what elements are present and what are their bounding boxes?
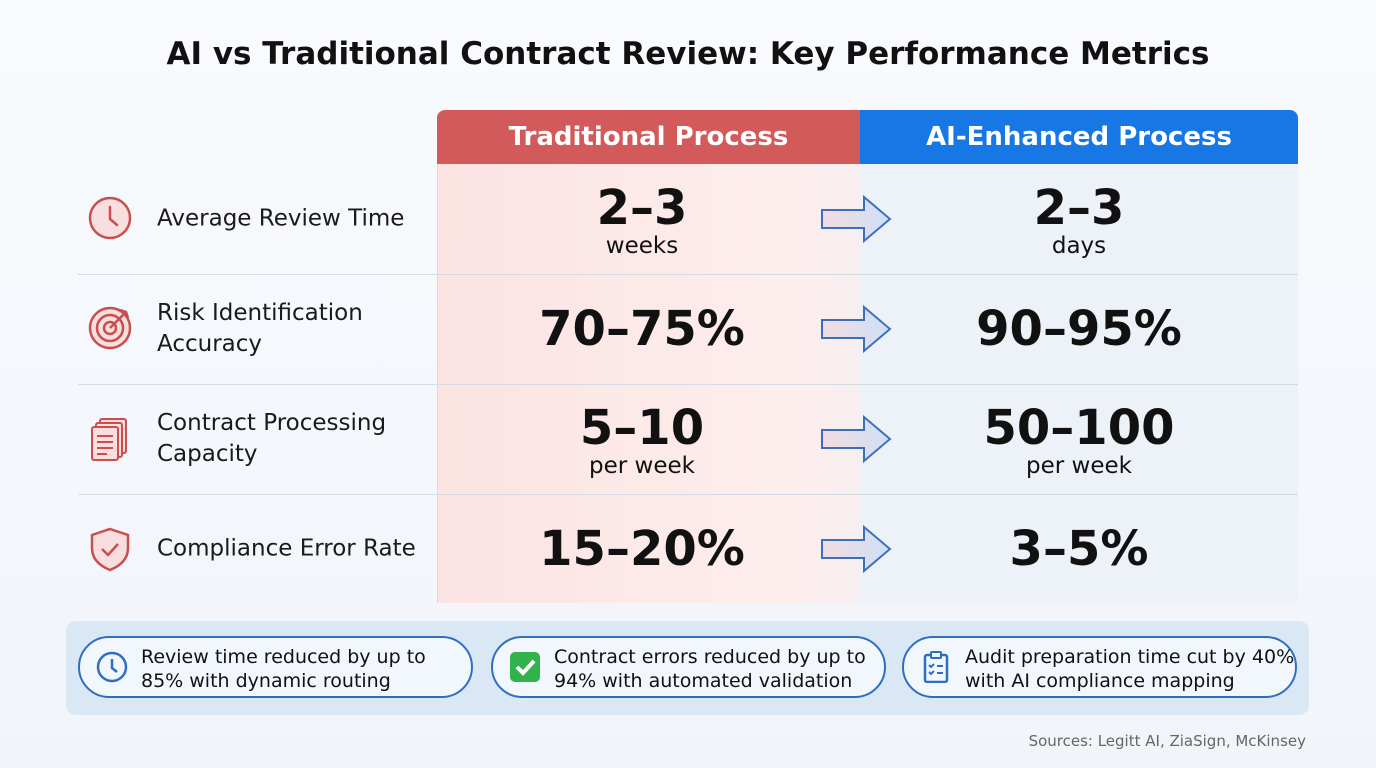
metric-unit: weeks xyxy=(605,233,679,259)
row-icon xyxy=(88,416,134,462)
metric-unit: days xyxy=(1051,233,1107,259)
metric-unit: per week xyxy=(589,453,695,479)
metric-value: 2–3 xyxy=(1033,180,1125,236)
highlight-pill xyxy=(491,636,886,698)
divider xyxy=(437,164,438,603)
metric-value: 2–3 xyxy=(596,180,688,236)
metric-value: 90–95% xyxy=(976,301,1182,357)
highlight-pill xyxy=(902,636,1297,698)
arrow xyxy=(820,414,892,468)
row-separator xyxy=(78,494,1298,495)
row-icon xyxy=(88,526,134,572)
ai-column xyxy=(860,164,1298,603)
row-separator xyxy=(78,274,1298,275)
highlight-icon xyxy=(509,651,541,683)
title: AI vs Traditional Contract Review: Key P… xyxy=(166,36,1210,72)
metric-value: 70–75% xyxy=(539,301,745,357)
icon xyxy=(88,306,132,350)
row-icon xyxy=(88,306,134,352)
highlight-icon xyxy=(96,651,128,683)
icon xyxy=(91,418,127,461)
highlight-icon xyxy=(920,651,952,684)
metric-value: 50–100 xyxy=(983,400,1175,456)
sources: Sources: Legitt AI, ZiaSign, McKinsey xyxy=(1028,732,1306,750)
metric-label: Risk Identification Accuracy xyxy=(157,300,363,357)
metric-value: 5–10 xyxy=(579,400,705,456)
icon xyxy=(88,196,132,240)
row-separator xyxy=(78,384,1298,385)
metric-unit: per week xyxy=(1026,453,1132,479)
highlight-text: Audit preparation time cut by 40% with A… xyxy=(965,646,1295,692)
metric-label: Compliance Error Rate xyxy=(157,535,416,561)
arrow xyxy=(820,304,892,358)
row-icon xyxy=(88,196,134,242)
metric-value: 15–20% xyxy=(539,520,745,577)
arrow xyxy=(820,194,892,248)
metric-label: Average Review Time xyxy=(157,205,405,232)
highlight-text: Contract errors reduced by up to 94% wit… xyxy=(554,646,866,692)
metric-label: Contract Processing Capacity xyxy=(157,410,387,467)
metric-value: 3–5% xyxy=(1009,520,1149,577)
highlight-text: Review time reduced by up to 85% with dy… xyxy=(141,646,426,692)
highlight-pill xyxy=(78,636,473,698)
header-ai: AI-Enhanced Process xyxy=(860,110,1298,164)
header-traditional: Traditional Process xyxy=(437,110,860,164)
traditional-column xyxy=(437,164,860,603)
arrow xyxy=(820,524,892,578)
icon xyxy=(90,527,130,571)
